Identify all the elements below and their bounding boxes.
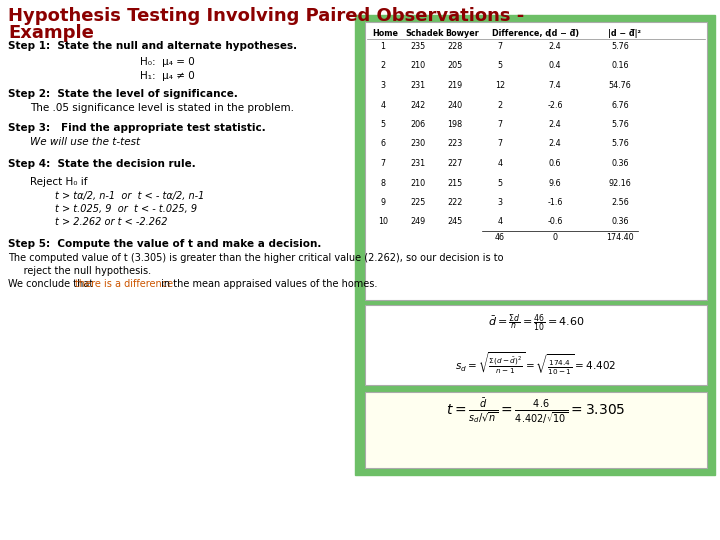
- Text: reject the null hypothesis.: reject the null hypothesis.: [8, 266, 151, 276]
- Text: 235: 235: [410, 42, 426, 51]
- Text: 5: 5: [498, 179, 503, 187]
- Bar: [355, 15, 715, 475]
- Text: 228: 228: [447, 42, 463, 51]
- Text: Reject H₀ if: Reject H₀ if: [30, 177, 88, 187]
- Text: 205: 205: [447, 62, 463, 71]
- Text: 2: 2: [498, 100, 503, 110]
- Text: 0: 0: [552, 233, 557, 241]
- Text: (d − d̅): (d − d̅): [548, 29, 579, 38]
- Text: Step 4:  State the decision rule.: Step 4: State the decision rule.: [8, 159, 196, 169]
- Text: Hypothesis Testing Involving Paired Observations -: Hypothesis Testing Involving Paired Obse…: [8, 7, 524, 25]
- Text: 12: 12: [495, 81, 505, 90]
- Text: 5.76: 5.76: [611, 120, 629, 129]
- Text: 0.16: 0.16: [611, 62, 629, 71]
- Text: 231: 231: [410, 159, 426, 168]
- Text: 230: 230: [410, 139, 426, 148]
- Text: $s_d = \sqrt{\frac{\Sigma(d - \bar{d})^2}{n - 1}} = \sqrt{\frac{174.4}{10 - 1}} : $s_d = \sqrt{\frac{\Sigma(d - \bar{d})^2…: [455, 350, 616, 376]
- Text: 4: 4: [380, 100, 385, 110]
- Text: 225: 225: [410, 198, 426, 207]
- Text: 10: 10: [378, 218, 388, 226]
- Text: 1: 1: [380, 42, 385, 51]
- Text: Difference, d: Difference, d: [492, 29, 551, 38]
- Text: 0.36: 0.36: [611, 218, 629, 226]
- Text: 5.76: 5.76: [611, 139, 629, 148]
- Text: 3: 3: [498, 198, 503, 207]
- Text: Step 1:  State the null and alternate hypotheses.: Step 1: State the null and alternate hyp…: [8, 41, 297, 51]
- Text: 2.4: 2.4: [549, 42, 562, 51]
- Text: 174.40: 174.40: [606, 233, 634, 241]
- Text: We will use the t-test: We will use the t-test: [30, 137, 140, 147]
- Text: t > t.025, 9  or  t < - t.025, 9: t > t.025, 9 or t < - t.025, 9: [55, 204, 197, 214]
- Text: 7: 7: [498, 120, 503, 129]
- Text: -2.6: -2.6: [547, 100, 563, 110]
- Text: |d − d̅|²: |d − d̅|²: [608, 29, 641, 38]
- Text: Step 3:   Find the appropriate test statistic.: Step 3: Find the appropriate test statis…: [8, 123, 266, 133]
- Text: Example: Example: [8, 24, 94, 42]
- Text: 5.76: 5.76: [611, 42, 629, 51]
- Text: 245: 245: [447, 218, 463, 226]
- Text: -0.6: -0.6: [547, 218, 563, 226]
- Text: H₁:  μ₄ ≠ 0: H₁: μ₄ ≠ 0: [140, 71, 194, 81]
- Text: 0.6: 0.6: [549, 159, 562, 168]
- Text: 210: 210: [410, 179, 426, 187]
- Text: Step 5:  Compute the value of t and make a decision.: Step 5: Compute the value of t and make …: [8, 239, 321, 249]
- Text: 4: 4: [498, 159, 503, 168]
- Text: 2: 2: [380, 62, 386, 71]
- Text: The .05 significance level is stated in the problem.: The .05 significance level is stated in …: [30, 103, 294, 113]
- Text: H₀:  μ₄ = 0: H₀: μ₄ = 0: [140, 57, 194, 67]
- Text: 215: 215: [447, 179, 463, 187]
- Text: The computed value of t (3.305) is greater than the higher critical value (2.262: The computed value of t (3.305) is great…: [8, 253, 503, 263]
- Text: $t = \frac{\bar{d}}{s_d / \sqrt{n}} = \frac{4.6}{4.402 / \sqrt{10}} = 3.305$: $t = \frac{\bar{d}}{s_d / \sqrt{n}} = \f…: [446, 397, 626, 426]
- Text: Home: Home: [372, 29, 398, 38]
- Text: 7.4: 7.4: [549, 81, 562, 90]
- Text: 0.4: 0.4: [549, 62, 562, 71]
- Text: 5: 5: [380, 120, 386, 129]
- Text: 198: 198: [447, 120, 462, 129]
- Text: -1.6: -1.6: [547, 198, 563, 207]
- Text: 7: 7: [498, 42, 503, 51]
- Bar: [365, 22, 707, 300]
- Text: there is a difference: there is a difference: [75, 279, 174, 289]
- Text: 2.4: 2.4: [549, 139, 562, 148]
- Text: 242: 242: [410, 100, 426, 110]
- Text: We conclude that: We conclude that: [8, 279, 96, 289]
- Text: 249: 249: [410, 218, 426, 226]
- Bar: [365, 392, 707, 468]
- Text: 8: 8: [380, 179, 385, 187]
- Text: 5: 5: [498, 62, 503, 71]
- Text: 231: 231: [410, 81, 426, 90]
- Text: 4: 4: [498, 218, 503, 226]
- Text: $\bar{d} = \frac{\Sigma d}{n} = \frac{46}{10} = 4.60$: $\bar{d} = \frac{\Sigma d}{n} = \frac{46…: [487, 313, 585, 334]
- Text: 227: 227: [447, 159, 463, 168]
- Text: 92.16: 92.16: [608, 179, 631, 187]
- Text: 2.56: 2.56: [611, 198, 629, 207]
- Text: 3: 3: [380, 81, 385, 90]
- Text: 46: 46: [495, 233, 505, 241]
- Text: 206: 206: [410, 120, 426, 129]
- Text: 9: 9: [380, 198, 386, 207]
- Text: 0.36: 0.36: [611, 159, 629, 168]
- Text: t > tα/2, n-1  or  t < - tα/2, n-1: t > tα/2, n-1 or t < - tα/2, n-1: [55, 191, 204, 201]
- Text: 222: 222: [447, 198, 463, 207]
- Text: Bowyer: Bowyer: [445, 29, 479, 38]
- Text: 6.76: 6.76: [611, 100, 629, 110]
- Text: 9.6: 9.6: [549, 179, 562, 187]
- Text: Step 2:  State the level of significance.: Step 2: State the level of significance.: [8, 89, 238, 99]
- Text: t > 2.262 or t < -2.262: t > 2.262 or t < -2.262: [55, 217, 168, 227]
- Text: 7: 7: [498, 139, 503, 148]
- Text: 6: 6: [380, 139, 385, 148]
- Text: 219: 219: [447, 81, 463, 90]
- Text: Schadek: Schadek: [405, 29, 444, 38]
- Bar: [365, 305, 707, 385]
- Text: 210: 210: [410, 62, 426, 71]
- Text: 7: 7: [380, 159, 386, 168]
- Text: 240: 240: [447, 100, 462, 110]
- Text: 223: 223: [447, 139, 463, 148]
- Text: 2.4: 2.4: [549, 120, 562, 129]
- Text: 54.76: 54.76: [608, 81, 631, 90]
- Text: in the mean appraised values of the homes.: in the mean appraised values of the home…: [158, 279, 377, 289]
